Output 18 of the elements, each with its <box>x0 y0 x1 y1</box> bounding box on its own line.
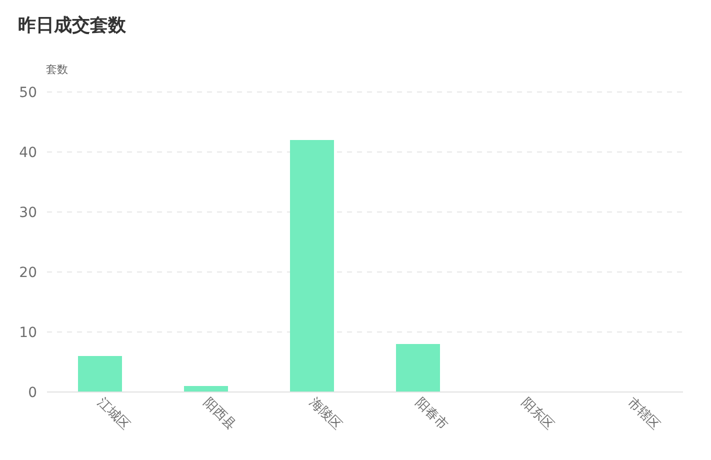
y-tick-label: 0 <box>28 384 37 401</box>
bar <box>396 344 440 392</box>
chart-title: 昨日成交套数 <box>18 14 126 37</box>
x-tick-label: 阳西县 <box>200 395 239 434</box>
x-tick-label: 江城区 <box>94 395 133 434</box>
y-tick-label: 10 <box>19 324 37 341</box>
y-tick-label: 30 <box>19 204 37 221</box>
y-tick-label: 20 <box>19 264 37 281</box>
y-tick-label: 40 <box>19 144 37 161</box>
x-tick-label: 阳春市 <box>412 395 451 434</box>
x-tick-label: 阳东区 <box>518 395 557 434</box>
x-tick-label: 市辖区 <box>624 395 663 434</box>
y-tick-label: 50 <box>19 84 37 101</box>
bar <box>78 356 122 392</box>
y-axis-title: 套数 <box>46 62 68 77</box>
bar <box>290 140 334 392</box>
bar <box>184 386 228 392</box>
x-tick-label: 海陵区 <box>306 395 345 434</box>
